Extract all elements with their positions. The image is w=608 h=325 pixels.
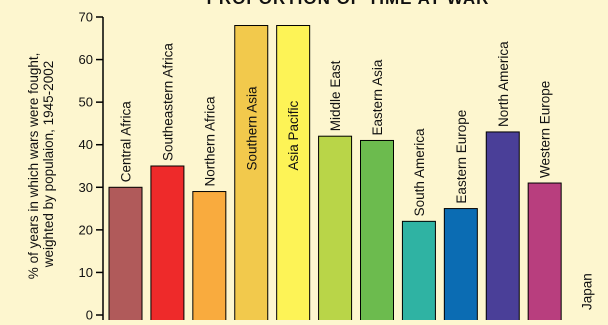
- bar: [401, 220, 436, 325]
- bar: [108, 186, 143, 325]
- y-tick-label: 50: [79, 95, 93, 110]
- y-axis-label-line-1: % of years in which wars were fought,: [26, 53, 41, 280]
- bar-label: Northern Africa: [202, 96, 217, 187]
- y-tick-label: 10: [79, 265, 93, 280]
- bar: [527, 182, 562, 325]
- bar-label: Central Africa: [119, 101, 134, 183]
- bar-label: Asia Pacific: [286, 100, 301, 170]
- bar-label: Southern Asia: [244, 86, 259, 171]
- y-axis-label-line-2: weighted by populaion, 1945-2002: [41, 61, 56, 268]
- y-axis: 0 10 20 30 40 50 60 70: [79, 10, 104, 323]
- y-tick-label: 0: [86, 308, 93, 321]
- bar-label: Japan: [580, 273, 595, 310]
- bars: Central Africa Southeastern Africa Norther…: [108, 25, 595, 325]
- bar: [485, 131, 520, 325]
- bar: [234, 25, 269, 325]
- bar-label: Middle East: [328, 60, 343, 131]
- bar: [360, 139, 394, 325]
- y-tick-label: 70: [79, 10, 93, 25]
- y-tick-label: 20: [79, 222, 93, 237]
- y-tick-label: 30: [79, 180, 93, 195]
- bar: [276, 25, 311, 325]
- chart-title: PROPORTION OF TIME AT WAR: [207, 0, 490, 8]
- bar: [443, 208, 478, 325]
- y-axis-label: % of years in which wars were fought, we…: [26, 49, 56, 279]
- bar: [318, 135, 353, 325]
- bar-label: Western Europe: [538, 81, 553, 178]
- y-tick-label: 40: [79, 137, 93, 152]
- bar-label: Eastern Asia: [370, 59, 385, 135]
- bar-label: North America: [496, 41, 511, 127]
- bar-label: South America: [412, 128, 427, 216]
- bar-label: Eastern Europe: [454, 110, 469, 204]
- bar: [150, 165, 185, 325]
- y-tick-label: 60: [79, 52, 93, 67]
- bar: [192, 191, 227, 325]
- bar-label: Southeastern Africa: [160, 43, 175, 161]
